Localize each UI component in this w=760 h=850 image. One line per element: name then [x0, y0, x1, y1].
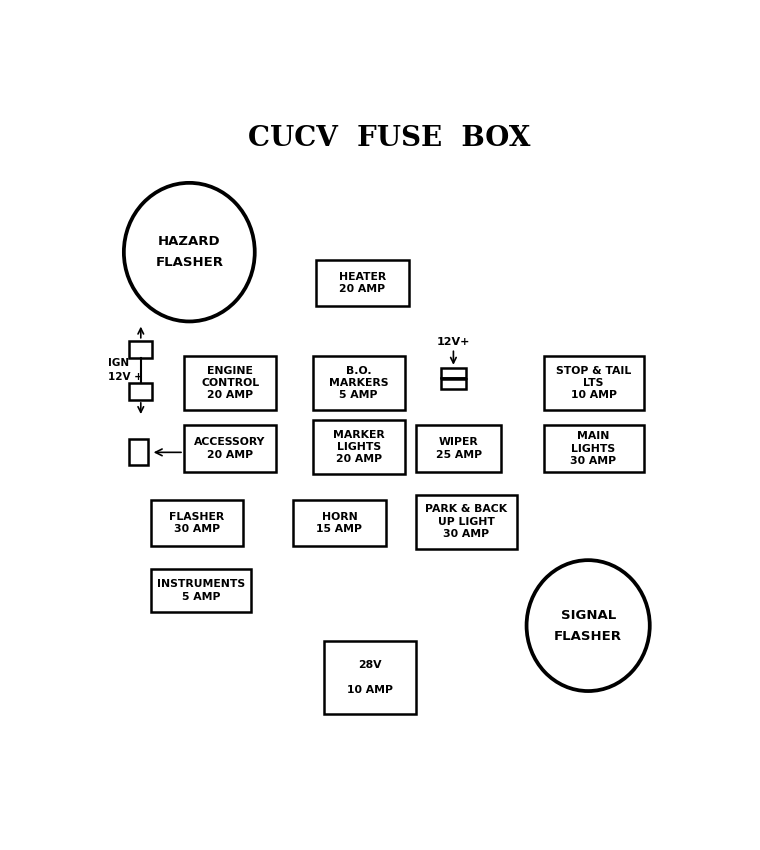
Bar: [543, 425, 644, 472]
Bar: [312, 356, 405, 410]
Bar: [543, 356, 644, 410]
Bar: [416, 425, 501, 472]
Bar: [324, 641, 416, 714]
Text: ENGINE
CONTROL
20 AMP: ENGINE CONTROL 20 AMP: [201, 366, 259, 400]
Bar: [150, 500, 243, 547]
Text: 12V+: 12V+: [437, 337, 470, 347]
Bar: [184, 356, 277, 410]
Bar: [316, 260, 409, 306]
Text: WIPER
25 AMP: WIPER 25 AMP: [435, 437, 482, 460]
Bar: [129, 383, 152, 400]
Text: CUCV  FUSE  BOX: CUCV FUSE BOX: [249, 126, 530, 152]
Text: ACCESSORY
20 AMP: ACCESSORY 20 AMP: [195, 437, 266, 460]
Text: SIGNAL
FLASHER: SIGNAL FLASHER: [554, 609, 622, 643]
Bar: [129, 341, 152, 358]
Text: HAZARD
FLASHER: HAZARD FLASHER: [155, 235, 223, 269]
Text: HEATER
20 AMP: HEATER 20 AMP: [339, 272, 386, 294]
Bar: [441, 368, 466, 377]
Text: MARKER
LIGHTS
20 AMP: MARKER LIGHTS 20 AMP: [333, 429, 385, 464]
Bar: [312, 420, 405, 474]
Text: MAIN
LIGHTS
30 AMP: MAIN LIGHTS 30 AMP: [571, 431, 616, 466]
Text: FLASHER
30 AMP: FLASHER 30 AMP: [169, 512, 225, 535]
Bar: [416, 495, 517, 548]
Bar: [293, 500, 385, 547]
Bar: [184, 425, 277, 472]
Ellipse shape: [124, 183, 255, 321]
Text: 28V

10 AMP: 28V 10 AMP: [347, 660, 393, 695]
Text: B.O.
MARKERS
5 AMP: B.O. MARKERS 5 AMP: [329, 366, 388, 400]
Bar: [129, 439, 147, 466]
Text: STOP & TAIL
LTS
10 AMP: STOP & TAIL LTS 10 AMP: [556, 366, 631, 400]
Text: IGN
12V +: IGN 12V +: [109, 359, 144, 382]
Text: INSTRUMENTS
5 AMP: INSTRUMENTS 5 AMP: [157, 580, 245, 602]
Bar: [150, 570, 251, 612]
Text: PARK & BACK
UP LIGHT
30 AMP: PARK & BACK UP LIGHT 30 AMP: [426, 504, 508, 539]
Ellipse shape: [527, 560, 650, 691]
Text: HORN
15 AMP: HORN 15 AMP: [316, 512, 363, 535]
Bar: [441, 379, 466, 389]
